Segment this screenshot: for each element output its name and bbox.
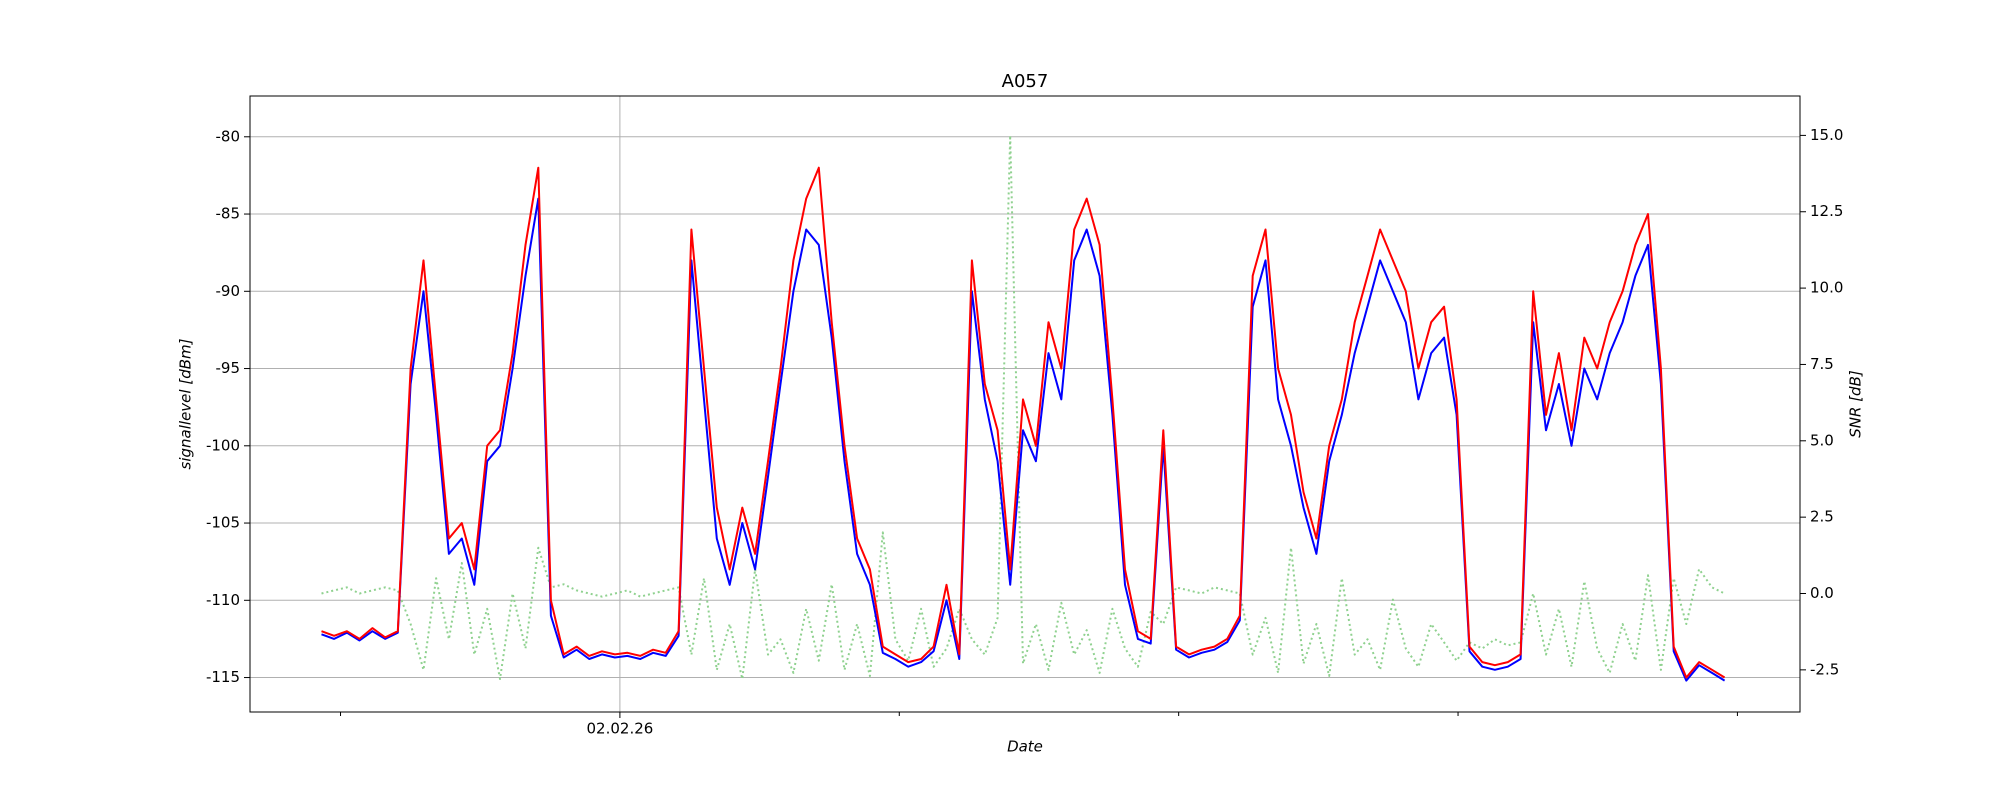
- y-axis-label: signallevel [dBm]: [177, 338, 195, 469]
- y-tick-label: -80: [216, 127, 241, 145]
- y2-tick-label: 2.5: [1810, 508, 1834, 526]
- x-axis-label: Date: [1007, 738, 1043, 756]
- y-tick-label: -90: [216, 282, 241, 300]
- y-tick-label: -95: [216, 359, 241, 377]
- series-line: [321, 166, 1726, 679]
- y-tick-label: -110: [206, 591, 240, 609]
- y2-tick-label: 0.0: [1810, 584, 1834, 602]
- y2-tick-label: 12.5: [1810, 202, 1843, 220]
- y2-tick-label: -2.5: [1810, 660, 1839, 678]
- y2-axis-label: SNR [dB]: [1847, 370, 1865, 438]
- y-tick-label: -85: [216, 205, 241, 223]
- x-tick-label: 02.02.26: [587, 720, 654, 738]
- y-tick-label: -115: [206, 668, 240, 686]
- y2-tick-label: 15.0: [1810, 126, 1843, 144]
- y2-tick-label: 7.5: [1810, 355, 1834, 373]
- y-tick-label: -105: [206, 514, 240, 532]
- y2-tick-label: 5.0: [1810, 431, 1834, 449]
- y-tick-label: -100: [206, 436, 240, 454]
- chart-title: A057: [1002, 71, 1049, 92]
- y2-tick-label: 10.0: [1810, 279, 1843, 297]
- plot-frame: [249, 95, 1801, 713]
- series-line: [321, 197, 1726, 682]
